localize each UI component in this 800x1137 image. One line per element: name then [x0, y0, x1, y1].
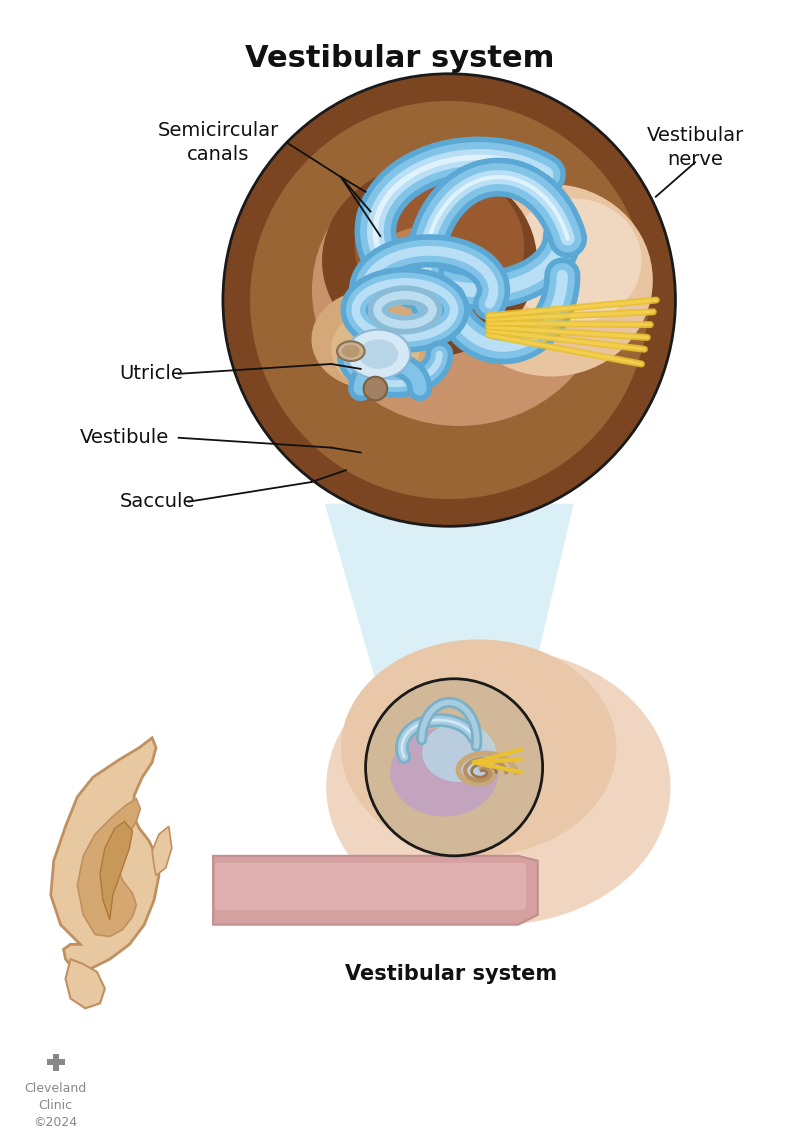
- Ellipse shape: [326, 649, 670, 924]
- Circle shape: [366, 679, 542, 856]
- Ellipse shape: [311, 290, 430, 389]
- Text: Vestibule: Vestibule: [80, 429, 170, 447]
- Ellipse shape: [342, 345, 360, 357]
- Polygon shape: [50, 738, 159, 969]
- Ellipse shape: [322, 165, 537, 357]
- Polygon shape: [66, 960, 105, 1009]
- Ellipse shape: [312, 155, 606, 426]
- Text: Semicircular
canals: Semicircular canals: [158, 122, 278, 164]
- FancyBboxPatch shape: [215, 863, 526, 910]
- Ellipse shape: [372, 227, 467, 314]
- Ellipse shape: [390, 728, 498, 816]
- Ellipse shape: [449, 184, 653, 376]
- Text: Vestibular
nerve: Vestibular nerve: [646, 126, 744, 168]
- Ellipse shape: [341, 639, 617, 856]
- Text: Cleveland
Clinic
©2024: Cleveland Clinic ©2024: [25, 1082, 87, 1129]
- Ellipse shape: [337, 341, 365, 362]
- Text: Vestibular system: Vestibular system: [246, 44, 554, 73]
- Text: Utricle: Utricle: [120, 364, 183, 383]
- Polygon shape: [213, 856, 538, 924]
- Ellipse shape: [331, 310, 420, 389]
- Ellipse shape: [506, 199, 642, 323]
- Polygon shape: [100, 821, 133, 920]
- Circle shape: [223, 74, 675, 526]
- Ellipse shape: [422, 723, 496, 782]
- Ellipse shape: [354, 169, 524, 323]
- Circle shape: [364, 376, 387, 400]
- Bar: [47, 1060, 65, 1065]
- Text: Saccule: Saccule: [120, 492, 195, 512]
- Polygon shape: [152, 827, 172, 875]
- Bar: [53, 1054, 58, 1071]
- Polygon shape: [78, 799, 140, 937]
- Circle shape: [250, 101, 648, 499]
- Ellipse shape: [358, 339, 398, 368]
- Text: Vestibular system: Vestibular system: [345, 964, 558, 984]
- Polygon shape: [325, 504, 574, 692]
- Ellipse shape: [346, 330, 410, 379]
